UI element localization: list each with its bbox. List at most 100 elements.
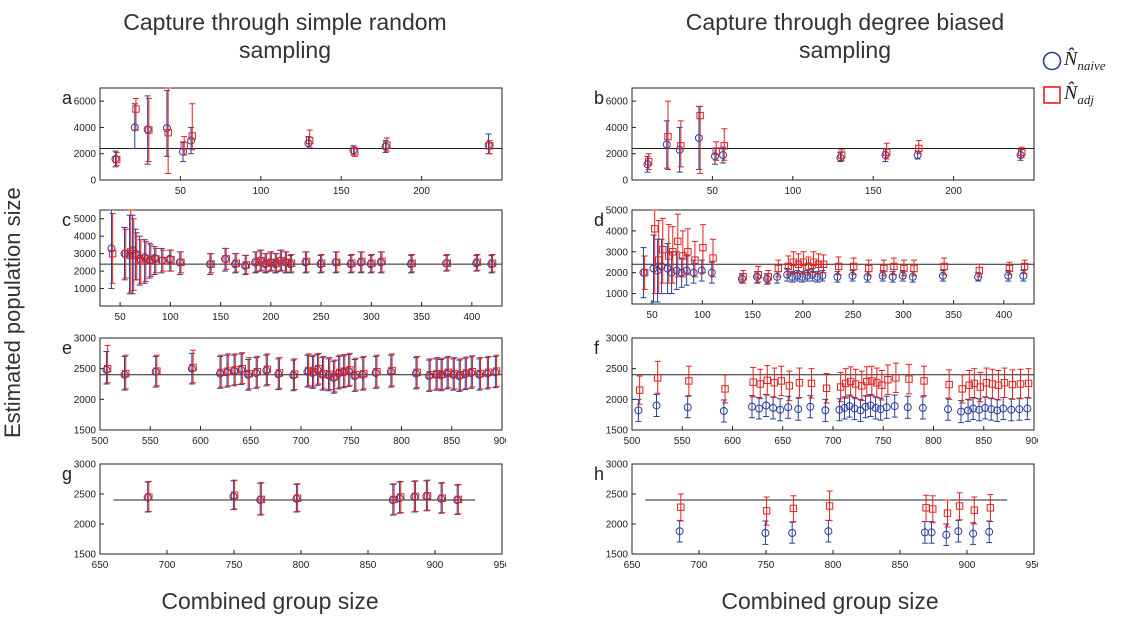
point-adj <box>795 379 804 387</box>
x-tick-label: 800 <box>393 436 410 447</box>
point-naive <box>794 405 803 414</box>
point-adj <box>305 136 314 145</box>
point-naive <box>835 405 844 414</box>
point-adj <box>473 258 482 267</box>
y-tick-label: 2000 <box>74 267 97 278</box>
x-tick-label: 150 <box>865 186 882 197</box>
point-adj <box>837 151 846 159</box>
point-adj <box>253 368 262 376</box>
point-adj <box>314 364 323 373</box>
x-tick-label: 750 <box>875 436 892 447</box>
x-tick-label: 900 <box>1026 436 1038 447</box>
y-tick-label: 4000 <box>74 123 97 134</box>
point-adj <box>217 368 225 377</box>
panel-d: d 1000 2000 3000 4000 5000 50 100 150 200 250 300 35… <box>594 206 1035 321</box>
point-adj <box>232 259 240 267</box>
point-naive <box>1015 405 1024 414</box>
x-tick-label: 150 <box>744 310 761 321</box>
point-naive <box>882 403 891 412</box>
x-tick-label: 750 <box>226 560 243 571</box>
point-adj <box>865 264 873 273</box>
x-tick-label: 700 <box>159 560 176 571</box>
point-naive <box>187 136 196 145</box>
x-tick-label: 150 <box>212 312 229 323</box>
point-adj <box>789 258 798 266</box>
axes-frame <box>99 463 503 555</box>
point-adj <box>433 369 441 378</box>
point-adj <box>799 258 808 266</box>
point-adj <box>880 264 888 273</box>
point-adj <box>892 374 900 382</box>
point-naive <box>954 527 963 536</box>
point-adj <box>484 368 493 377</box>
point-adj <box>721 385 729 393</box>
x-tick-label: 850 <box>360 560 377 571</box>
y-tick-label: 2000 <box>606 395 629 406</box>
x-tick-label: 200 <box>263 312 280 323</box>
y-tick-label: 2500 <box>606 364 629 375</box>
point-naive <box>707 268 716 277</box>
point-adj <box>915 144 923 153</box>
point-adj <box>224 367 232 375</box>
point-naive <box>943 405 952 414</box>
x-tick-label: 800 <box>293 560 310 571</box>
x-tick-label: 850 <box>443 436 460 447</box>
point-adj <box>677 503 685 511</box>
point-adj <box>397 493 405 501</box>
point-naive <box>753 272 762 281</box>
point-adj <box>476 369 485 378</box>
point-naive <box>162 124 171 133</box>
x-tick-label: 650 <box>242 436 259 447</box>
point-naive <box>824 527 833 536</box>
x-tick-label: 250 <box>313 312 330 323</box>
y-tick-label: 2500 <box>74 490 97 501</box>
x-tick-label: 950 <box>1026 560 1038 571</box>
x-tick-label: 550 <box>674 436 691 447</box>
point-adj <box>1000 379 1009 387</box>
x-tick-label: 500 <box>624 436 641 447</box>
point-adj <box>263 365 272 373</box>
axes-frame <box>99 337 503 431</box>
x-tick-label: 250 <box>845 310 862 321</box>
point-naive <box>662 140 671 149</box>
x-tick-label: 700 <box>293 436 310 447</box>
point-adj <box>970 506 979 514</box>
point-adj <box>368 259 376 267</box>
point-adj <box>679 252 687 260</box>
y-tick-label: 2000 <box>74 149 97 160</box>
point-adj <box>426 371 434 379</box>
point-naive <box>927 528 936 537</box>
point-adj <box>770 379 779 387</box>
point-adj <box>145 493 153 501</box>
point-naive <box>761 529 770 537</box>
point-adj <box>302 257 311 266</box>
x-tick-label: 50 <box>175 186 187 197</box>
point-adj <box>383 141 391 149</box>
point-naive <box>262 366 271 375</box>
x-tick-label: 550 <box>142 436 159 447</box>
point-naive <box>798 272 807 281</box>
point-adj <box>834 262 843 271</box>
point-adj <box>167 256 175 264</box>
point-naive <box>719 151 728 160</box>
x-tick-label: 600 <box>724 436 741 447</box>
x-axis-label-left: Combined group size <box>161 588 379 614</box>
point-adj <box>709 254 717 262</box>
y-tick-label: 0 <box>622 176 628 187</box>
y-tick-label: 3000 <box>606 247 629 258</box>
point-adj <box>145 126 153 134</box>
point-naive <box>969 404 978 413</box>
point-naive <box>1019 271 1028 280</box>
point-adj <box>809 258 818 266</box>
point-naive <box>981 403 990 412</box>
y-tick-label: 6000 <box>606 97 629 108</box>
point-adj <box>438 494 447 502</box>
point-adj <box>659 245 667 254</box>
point-naive <box>376 258 385 267</box>
point-adj <box>1008 380 1017 389</box>
y-tick-label: 1000 <box>606 289 629 300</box>
point-adj <box>684 248 692 256</box>
point-adj <box>814 260 823 269</box>
panel-e: e 1500 2000 2500 3000 500 550 600 650 700 750 800 85… <box>62 334 506 447</box>
point-naive <box>987 405 996 414</box>
